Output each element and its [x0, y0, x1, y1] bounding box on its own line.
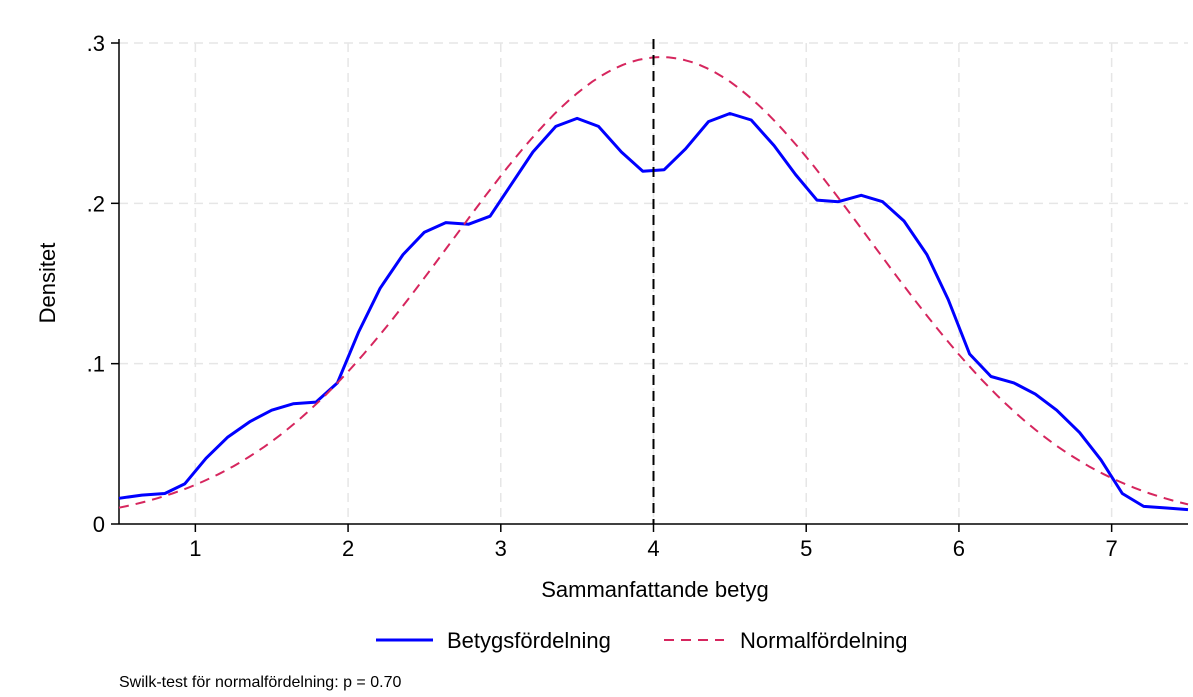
legend-label-normalfordelning: Normalfördelning: [740, 628, 908, 653]
y-tick-label-2: .2: [87, 191, 105, 216]
legend: Betygsfördelning Normalfördelning: [376, 628, 908, 653]
x-tick-label-4: 5: [800, 536, 812, 561]
legend-label-betygsfordelning: Betygsfördelning: [447, 628, 611, 653]
y-tick-label-0: 0: [93, 512, 105, 537]
normality-test-note: Swilk-test för normalfördelning: p = 0.7…: [119, 674, 401, 691]
x-tick-label-5: 6: [953, 536, 965, 561]
x-axis-title: Sammanfattande betyg: [541, 577, 768, 602]
x-tick-label-1: 2: [342, 536, 354, 561]
tick-labels-layer: 1 2 3 4 5 6 7 0 .1 .2 .3: [87, 31, 1118, 561]
y-tick-label-3: .3: [87, 31, 105, 56]
x-tick-label-3: 4: [647, 536, 659, 561]
x-tick-label-2: 3: [495, 536, 507, 561]
y-axis-title: Densitet: [35, 243, 60, 324]
x-tick-label-6: 7: [1106, 536, 1118, 561]
y-tick-label-1: .1: [87, 352, 105, 377]
x-tick-label-0: 1: [189, 536, 201, 561]
